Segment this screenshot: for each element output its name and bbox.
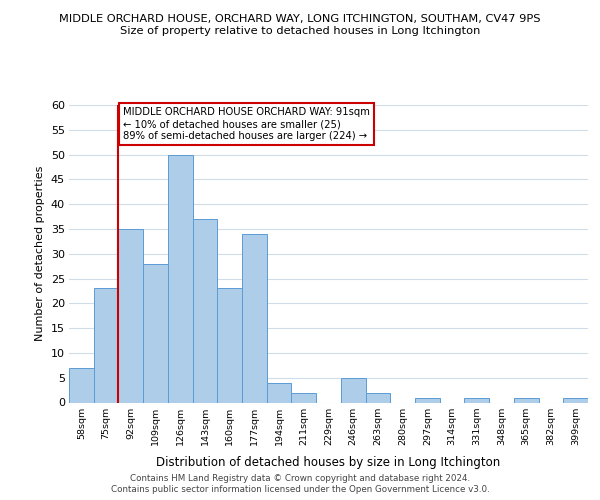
Bar	[94, 288, 118, 403]
Bar	[242, 234, 267, 402]
Bar	[464, 398, 489, 402]
Text: Contains HM Land Registry data © Crown copyright and database right 2024.: Contains HM Land Registry data © Crown c…	[130, 474, 470, 483]
Bar	[514, 398, 539, 402]
Bar	[292, 392, 316, 402]
Text: Contains public sector information licensed under the Open Government Licence v3: Contains public sector information licen…	[110, 485, 490, 494]
Bar	[415, 398, 440, 402]
Bar	[365, 392, 390, 402]
Bar	[217, 288, 242, 403]
Y-axis label: Number of detached properties: Number of detached properties	[35, 166, 45, 342]
X-axis label: Distribution of detached houses by size in Long Itchington: Distribution of detached houses by size …	[157, 456, 500, 469]
Bar	[267, 382, 292, 402]
Bar	[341, 378, 365, 402]
Bar	[168, 154, 193, 402]
Bar	[143, 264, 168, 402]
Text: MIDDLE ORCHARD HOUSE, ORCHARD WAY, LONG ITCHINGTON, SOUTHAM, CV47 9PS: MIDDLE ORCHARD HOUSE, ORCHARD WAY, LONG …	[59, 14, 541, 24]
Bar	[193, 219, 217, 402]
Text: MIDDLE ORCHARD HOUSE ORCHARD WAY: 91sqm
← 10% of detached houses are smaller (25: MIDDLE ORCHARD HOUSE ORCHARD WAY: 91sqm …	[124, 108, 370, 140]
Bar	[69, 368, 94, 402]
Text: Size of property relative to detached houses in Long Itchington: Size of property relative to detached ho…	[120, 26, 480, 36]
Bar	[563, 398, 588, 402]
Bar	[118, 229, 143, 402]
